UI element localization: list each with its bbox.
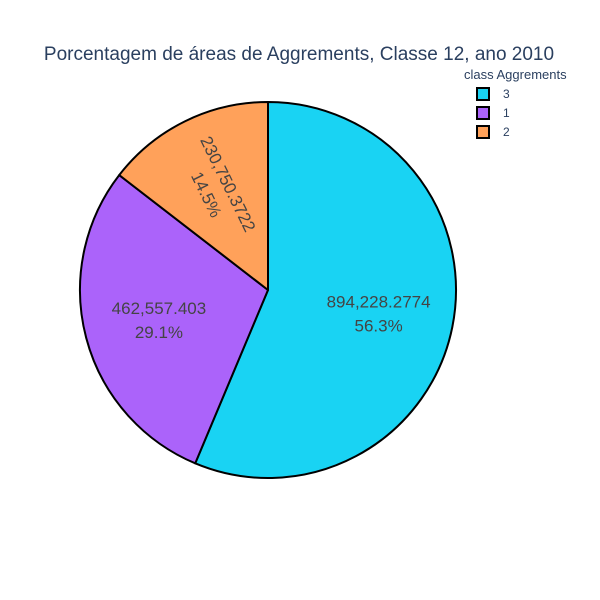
legend-label-1[interactable]: 1 <box>503 106 510 120</box>
pie-slice-1 <box>79 174 269 465</box>
legend-swatch-1[interactable] <box>476 106 490 120</box>
pie-slices <box>79 101 457 479</box>
legend-swatch-3[interactable] <box>476 87 490 101</box>
legend-label-3[interactable]: 3 <box>503 87 510 101</box>
legend-swatch-2[interactable] <box>476 125 490 139</box>
slice-label-group-3: 894,228.2774 56.3% <box>327 292 431 335</box>
legend-label-2[interactable]: 2 <box>503 125 510 139</box>
slice-value-label-1: 462,557.403 <box>112 299 207 318</box>
slice-percent-label-1: 29.1% <box>135 323 183 342</box>
pie-slice-2 <box>118 101 269 291</box>
slice-label-group-1: 462,557.403 29.1% <box>112 299 207 342</box>
slice-percent-label-3: 56.3% <box>354 316 402 335</box>
legend: class Aggrements 3 1 2 <box>464 67 567 139</box>
chart-title: Porcentagem de áreas de Aggrements, Clas… <box>44 44 554 65</box>
legend-title: class Aggrements <box>464 67 567 82</box>
legend-items: 3 1 2 <box>476 87 510 139</box>
pie-slice-3 <box>194 101 457 479</box>
slice-value-label-3: 894,228.2774 <box>327 292 431 311</box>
